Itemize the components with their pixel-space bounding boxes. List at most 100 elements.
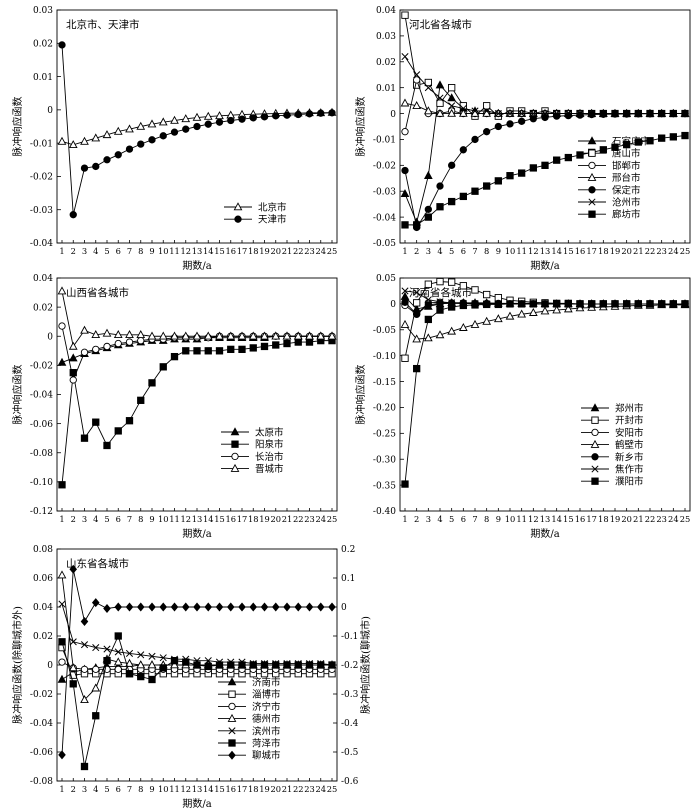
data-point <box>540 306 550 315</box>
data-point <box>611 110 619 118</box>
legend-label: 郑州市 <box>615 403 644 415</box>
data-point <box>260 331 269 340</box>
legend-label: 淄博市 <box>252 689 281 701</box>
y-tick-label: 0.08 <box>33 545 53 555</box>
data-point <box>260 661 269 669</box>
data-point <box>471 135 479 144</box>
legend-item: 鹤壁市 <box>581 439 644 451</box>
x-tick-label: 25 <box>327 784 338 794</box>
data-point <box>401 166 409 175</box>
data-point <box>423 333 433 342</box>
data-point <box>80 136 89 145</box>
data-point <box>588 110 596 118</box>
data-point <box>483 107 491 115</box>
data-point <box>483 128 491 136</box>
data-point <box>552 305 562 314</box>
data-point <box>80 665 89 673</box>
y2-tick-label: -0.5 <box>341 748 359 758</box>
data-point <box>170 331 179 340</box>
data-point <box>588 110 596 119</box>
data-point <box>192 112 202 121</box>
data-point <box>170 657 179 665</box>
legend-label: 聊城市 <box>252 750 281 762</box>
x-tick-label: 20 <box>270 246 281 256</box>
legend-label: 长治市 <box>255 451 284 463</box>
data-point <box>436 277 444 286</box>
data-point <box>238 345 246 354</box>
x-tick-label: 15 <box>214 514 225 524</box>
x-tick-label: 18 <box>248 514 259 524</box>
data-point <box>623 300 631 308</box>
data-point <box>204 662 212 671</box>
data-point <box>448 161 456 169</box>
data-point <box>424 78 432 87</box>
data-point <box>57 286 67 295</box>
data-point <box>681 300 689 308</box>
y-tick-label: -0.01 <box>30 139 53 149</box>
data-point <box>103 342 111 351</box>
data-point <box>193 122 201 131</box>
legend-label: 德州市 <box>252 713 281 725</box>
x-tick-label: 12 <box>528 514 539 524</box>
data-point <box>68 341 78 350</box>
x-tick-label: 22 <box>645 246 656 256</box>
legend-label: 滨州市 <box>252 725 281 737</box>
data-point <box>483 182 491 190</box>
legend-marker <box>588 198 596 206</box>
data-point <box>114 665 122 673</box>
y-tick-label: 0.01 <box>376 84 396 94</box>
data-point <box>137 396 145 404</box>
data-point <box>125 417 134 425</box>
x-tick-label: 18 <box>248 784 259 794</box>
data-point <box>226 331 236 340</box>
data-point <box>249 114 257 122</box>
data-point <box>148 675 156 684</box>
y-tick-label: -0.06 <box>30 748 53 758</box>
data-point <box>658 134 666 142</box>
x-tick-label: 14 <box>203 246 214 256</box>
data-point <box>494 300 502 309</box>
legend-marker <box>590 439 600 448</box>
x-tick-label: 5 <box>104 246 109 256</box>
data-point <box>482 316 492 325</box>
legend-item: 焦作市 <box>581 464 644 476</box>
x-tick-label: 17 <box>586 514 597 524</box>
x-tick-label: 15 <box>214 246 225 256</box>
x-tick-label: 11 <box>169 246 180 256</box>
data-point <box>204 120 212 128</box>
y-tick-label: -0.40 <box>373 507 396 517</box>
data-point <box>436 94 444 102</box>
data-point <box>137 140 145 148</box>
x-tick-label: 24 <box>315 784 326 794</box>
legend-item: 安阳市 <box>581 427 644 439</box>
legend-label: 濮阳市 <box>615 476 644 488</box>
series-天津市 <box>58 41 336 219</box>
x-tick-label: 5 <box>104 784 109 794</box>
data-point <box>114 602 123 612</box>
data-point <box>564 153 572 162</box>
legend-item: 唐山市 <box>578 148 641 160</box>
legend-label: 阳泉市 <box>255 439 284 451</box>
legend-marker <box>227 677 237 686</box>
data-point <box>424 315 432 324</box>
data-point <box>283 661 291 669</box>
x-axis-label: 期数/a <box>182 797 211 810</box>
data-point <box>413 299 421 307</box>
data-point <box>103 156 111 164</box>
x-tick-label: 14 <box>203 784 214 794</box>
legend-item: 北京市 <box>224 202 287 214</box>
data-point <box>412 334 422 343</box>
data-point <box>272 661 280 669</box>
x-tick-label: 25 <box>680 246 691 256</box>
data-point <box>436 182 444 190</box>
legend-label: 邢台市 <box>612 172 641 184</box>
x-tick-label: 20 <box>621 246 632 256</box>
x-tick-label: 8 <box>484 514 489 524</box>
data-point <box>204 657 212 665</box>
x-axis-label: 期数/a <box>530 527 559 540</box>
data-point <box>203 331 213 340</box>
data-point <box>227 661 235 669</box>
data-point <box>136 121 146 130</box>
